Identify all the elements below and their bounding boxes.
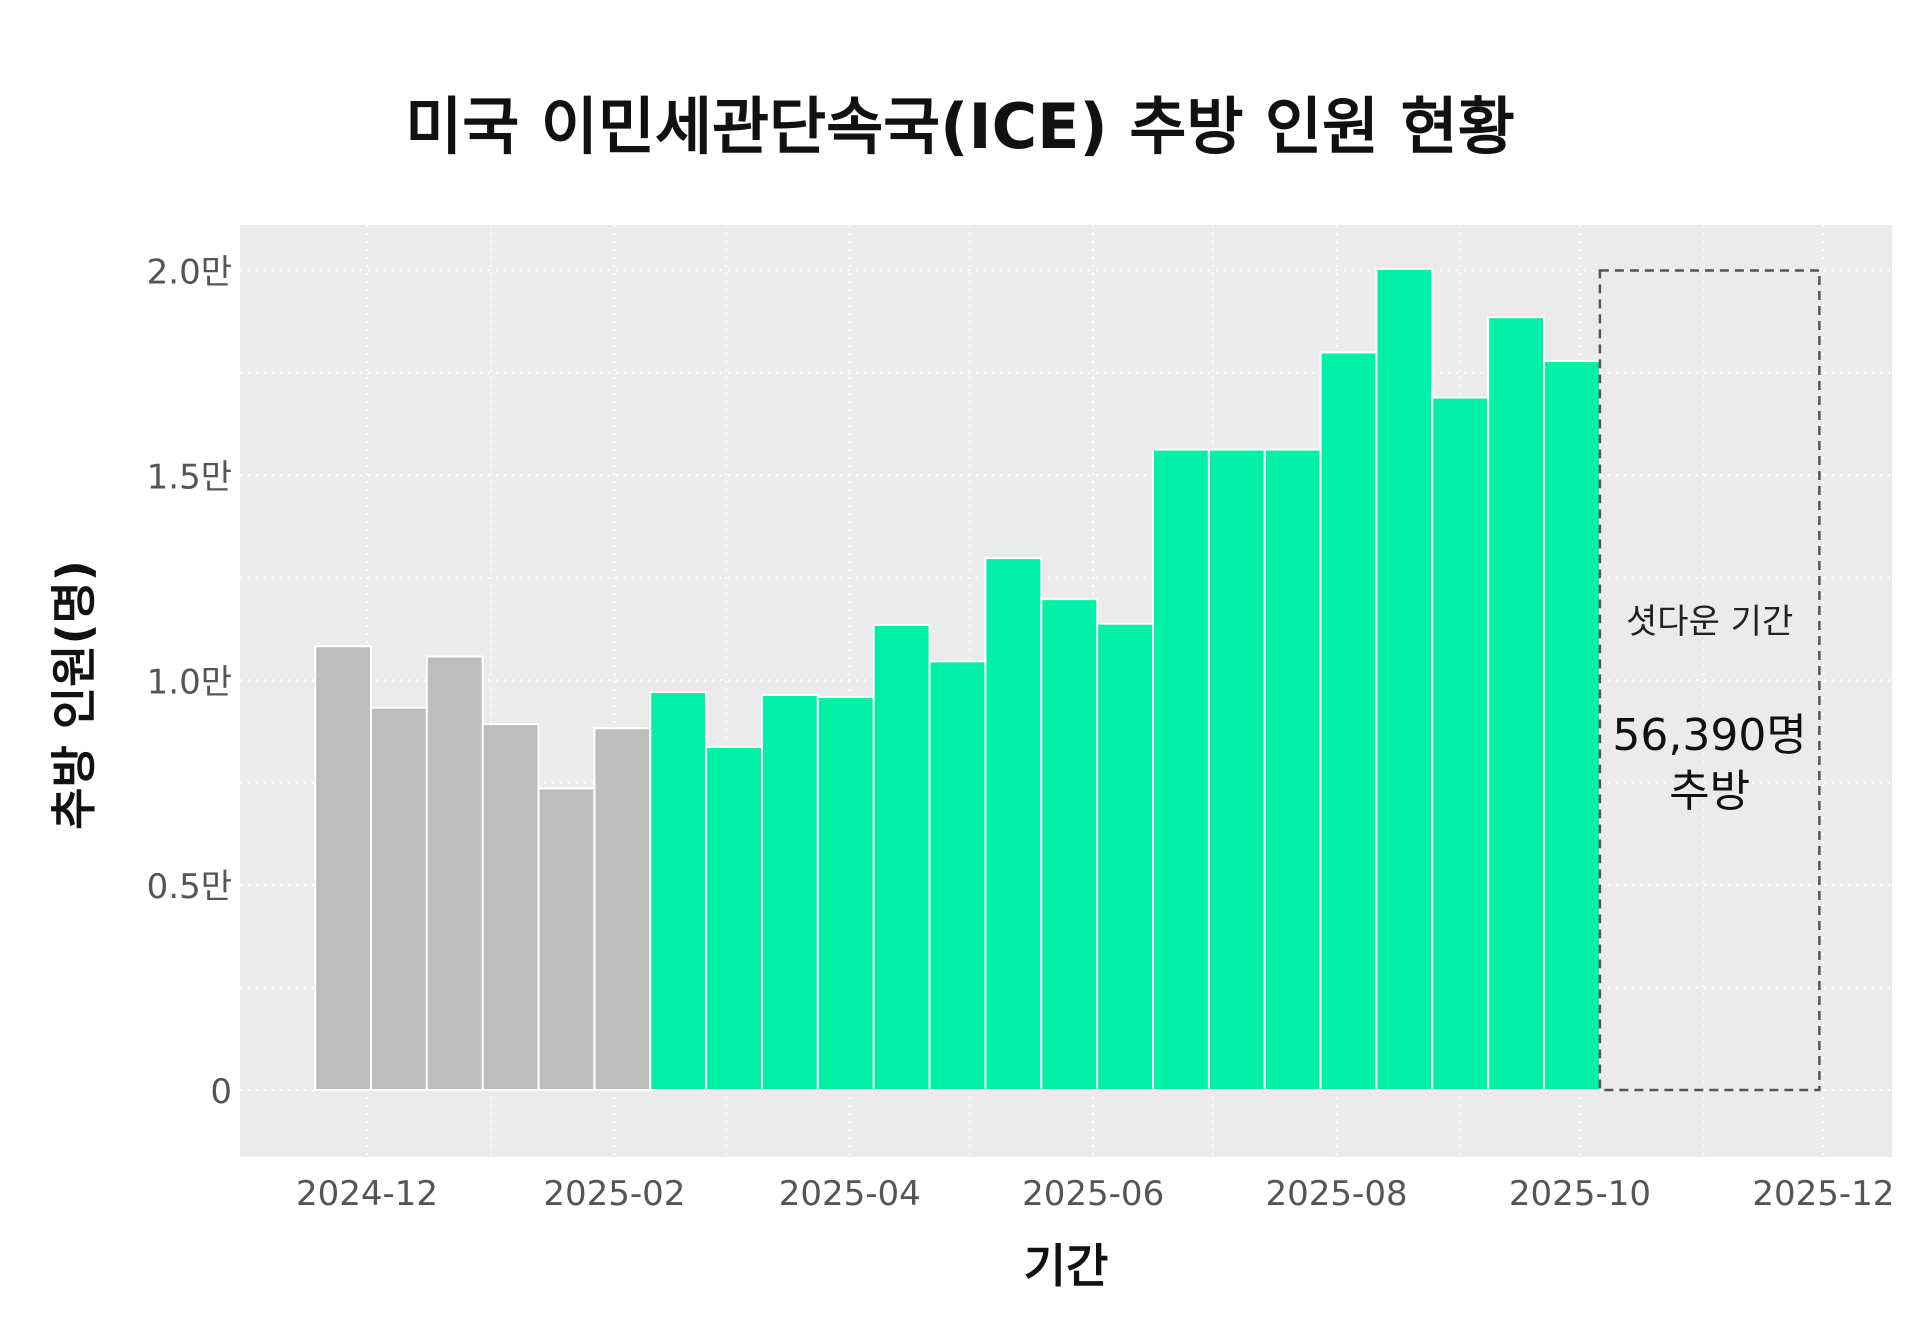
- bar-before: [425, 655, 484, 1091]
- bar-after: [816, 696, 875, 1091]
- x-tick-label: 2025-08: [1266, 1174, 1408, 1214]
- chart-title: 미국 이민세관단속국(ICE) 추방 인원 현황: [405, 90, 1515, 163]
- y-tick-label: 1.5만: [147, 457, 232, 497]
- bar-after: [705, 746, 764, 1091]
- bar-after: [1152, 448, 1210, 1092]
- bar-after: [1487, 316, 1546, 1091]
- shutdown-label: 셧다운 기간: [1626, 602, 1793, 642]
- bar-after: [984, 557, 1043, 1091]
- shutdown-deport-count: 56,390명: [1612, 710, 1806, 761]
- bar-before: [369, 706, 428, 1091]
- bar-after: [1543, 360, 1601, 1091]
- bar-after: [649, 691, 708, 1091]
- bar-after: [1096, 622, 1155, 1092]
- y-tick-label: 1.0만: [147, 662, 232, 702]
- shutdown-period-box: [1598, 269, 1821, 1092]
- y-tick-label: 0: [210, 1072, 232, 1112]
- bar-after: [872, 623, 931, 1092]
- shutdown-annotation: 셧다운 기간 56,390명 추방: [1598, 269, 1821, 1092]
- bar-after: [761, 694, 819, 1091]
- x-axis-title: 기간: [1024, 1239, 1109, 1293]
- x-tick-label: 2025-06: [1022, 1174, 1164, 1214]
- bar-before: [593, 727, 652, 1091]
- x-tick-label: 2025-12: [1752, 1174, 1894, 1214]
- x-tick-label: 2025-02: [543, 1174, 685, 1214]
- x-tick-label: 2025-10: [1509, 1174, 1651, 1214]
- y-tick-label: 0.5만: [147, 867, 232, 907]
- x-tick-label: 2024-12: [296, 1174, 438, 1214]
- bar-after: [1431, 396, 1490, 1091]
- y-axis-ticks: 0 0.5만 1.0만 1.5만 2.0만: [147, 253, 232, 1113]
- bar-after: [1319, 351, 1378, 1091]
- shutdown-deport-suffix: 추방: [1669, 766, 1750, 817]
- bar-after: [1263, 448, 1322, 1092]
- bars: [314, 267, 1601, 1092]
- y-tick-label: 2.0만: [147, 253, 232, 293]
- bar-after: [1207, 448, 1266, 1092]
- bar-after: [1375, 267, 1434, 1091]
- x-tick-label: 2025-04: [779, 1174, 921, 1214]
- bar-after: [928, 660, 987, 1091]
- x-axis-ticks: 2024-12 2025-02 2025-04 2025-06 2025-08 2025-…: [296, 1174, 1894, 1214]
- bar-after: [1040, 598, 1099, 1091]
- bar-before: [537, 787, 596, 1091]
- bar-before: [481, 723, 540, 1091]
- y-axis-title: 추방 인원(명): [47, 560, 101, 830]
- bar-before: [314, 645, 372, 1091]
